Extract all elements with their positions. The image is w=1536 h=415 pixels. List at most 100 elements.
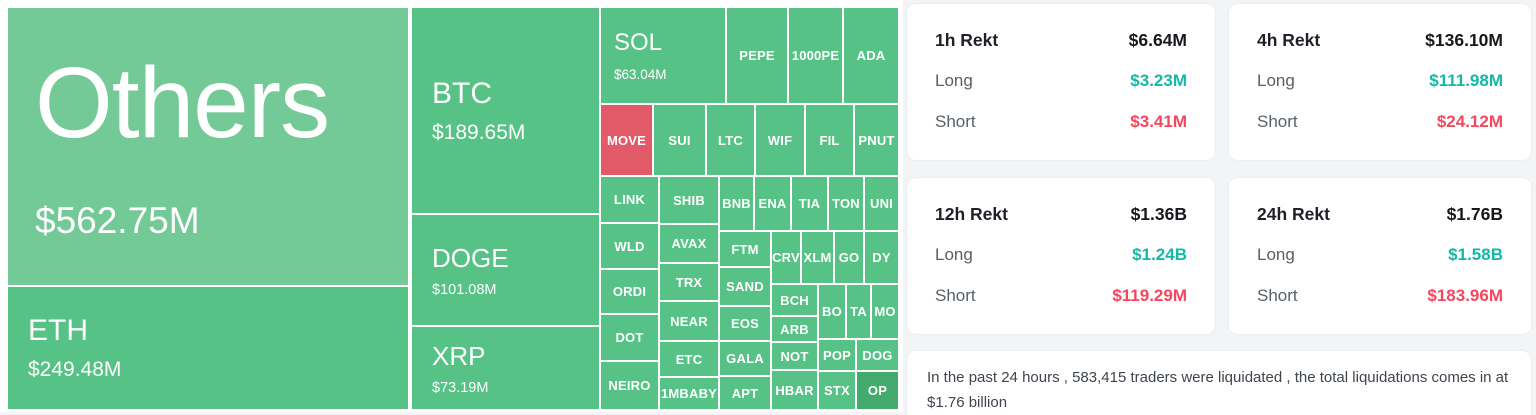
cell-symbol: ETC xyxy=(675,351,703,367)
long-row: Long $1.58B xyxy=(1257,244,1503,266)
treemap-cell-1000pe[interactable]: 1000PE xyxy=(789,8,842,103)
cell-symbol: NEAR xyxy=(670,313,708,329)
treemap-cell-tia[interactable]: TIA xyxy=(792,177,827,230)
treemap-cell-wif[interactable]: WIF xyxy=(756,105,804,175)
treemap-cell-bnb[interactable]: BNB xyxy=(720,177,753,230)
treemap-cell-bo[interactable]: BO xyxy=(819,285,845,338)
treemap-cell-avax[interactable]: AVAX xyxy=(660,225,718,262)
cell-symbol: TON xyxy=(832,196,860,211)
cell-symbol: NOT xyxy=(780,348,809,364)
cell-symbol: DOG xyxy=(862,347,893,363)
short-value: $119.29M xyxy=(1112,286,1187,305)
treemap-cell-ena[interactable]: ENA xyxy=(755,177,790,230)
treemap-cell-mo[interactable]: MO xyxy=(872,285,898,338)
treemap-cell-go[interactable]: GO xyxy=(835,232,863,283)
treemap-cell-crv[interactable]: CRV xyxy=(772,232,800,283)
treemap-cell-pepe[interactable]: PEPE xyxy=(727,8,787,103)
treemap-cell-ta[interactable]: TA xyxy=(847,285,870,338)
short-value: $24.12M xyxy=(1436,112,1503,131)
treemap-cell-ltc[interactable]: LTC xyxy=(707,105,754,175)
treemap-cell-doge[interactable]: DOGE $101.08M xyxy=(412,215,599,325)
treemap-cell-dy[interactable]: DY xyxy=(865,232,898,283)
rekt-card-header: 1h Rekt $6.64M xyxy=(935,29,1187,51)
short-row: Short $24.12M xyxy=(1257,111,1503,133)
treemap-cell-stx[interactable]: STX xyxy=(819,372,855,409)
short-row: Short $119.29M xyxy=(935,285,1187,307)
treemap-cell-sol[interactable]: SOL $63.04M xyxy=(601,8,725,103)
long-value: $111.98M xyxy=(1429,71,1503,90)
treemap-cell-link[interactable]: LINK xyxy=(601,177,658,222)
cell-symbol: SHIB xyxy=(673,192,705,208)
cell-symbol: LINK xyxy=(613,192,646,207)
cell-symbol: GALA xyxy=(726,351,764,366)
treemap-cell-etc[interactable]: ETC xyxy=(660,342,718,376)
cell-symbol: HBAR xyxy=(775,382,814,398)
treemap-cell-neiro[interactable]: NEIRO xyxy=(601,362,658,409)
cell-symbol: MOVE xyxy=(606,132,647,148)
treemap-cell-dog[interactable]: DOG xyxy=(857,340,898,370)
treemap-cell-eth[interactable]: ETH $249.48M xyxy=(8,287,408,409)
treemap-cell-hbar[interactable]: HBAR xyxy=(772,371,817,409)
cell-symbol: BO xyxy=(822,304,842,319)
cell-value: $249.48M xyxy=(28,358,122,381)
long-label: Long xyxy=(935,245,973,264)
treemap-cell-not[interactable]: NOT xyxy=(772,343,817,369)
cell-symbol: GO xyxy=(838,250,860,265)
treemap-cell-xlm[interactable]: XLM xyxy=(802,232,833,283)
cell-value: $562.75M xyxy=(35,199,200,241)
treemap-cell-near[interactable]: NEAR xyxy=(660,302,718,340)
treemap-cell-ton[interactable]: TON xyxy=(829,177,863,230)
treemap-cell-1mbaby[interactable]: 1MBABY xyxy=(660,378,718,409)
cell-symbol: 1000PE xyxy=(791,48,840,63)
rekt-card-header: 4h Rekt $136.10M xyxy=(1257,29,1503,51)
liquidation-treemap: Others $562.75M ETH $249.48M BTC $189.65M DOGE… xyxy=(0,0,903,412)
treemap-cell-arb[interactable]: ARB xyxy=(772,317,817,341)
treemap-cell-btc[interactable]: BTC $189.65M xyxy=(412,8,599,213)
treemap-cell-uni[interactable]: UNI xyxy=(865,177,898,230)
treemap-cell-ftm[interactable]: FTM xyxy=(720,232,770,266)
cell-symbol: BNB xyxy=(722,196,751,211)
cell-symbol: ORDI xyxy=(612,284,647,299)
treemap-cell-others[interactable]: Others $562.75M xyxy=(8,8,408,285)
rekt-card-12h: 12h Rekt $1.36B Long $1.24B Short $119.2… xyxy=(906,177,1216,335)
long-label: Long xyxy=(935,71,973,90)
short-label: Short xyxy=(935,286,976,305)
rekt-card-header: 12h Rekt $1.36B xyxy=(935,203,1187,225)
treemap-cell-fil[interactable]: FIL xyxy=(806,105,853,175)
treemap-cell-apt[interactable]: APT xyxy=(720,377,770,409)
cell-symbol: ENA xyxy=(758,196,787,211)
treemap-cell-ordi[interactable]: ORDI xyxy=(601,270,658,313)
cell-symbol: ETH xyxy=(28,314,88,347)
treemap-cell-bch[interactable]: BCH xyxy=(772,285,817,315)
cell-symbol: SAND xyxy=(726,279,764,294)
treemap-cell-wld[interactable]: WLD xyxy=(601,224,658,268)
long-value: $3.23M xyxy=(1130,71,1187,90)
cell-symbol: TIA xyxy=(798,196,821,211)
cell-symbol: FIL xyxy=(819,132,840,148)
treemap-cell-xrp[interactable]: XRP $73.19M xyxy=(412,327,599,409)
short-value: $183.96M xyxy=(1427,286,1503,305)
cell-symbol: BCH xyxy=(780,292,809,308)
treemap-cell-sand[interactable]: SAND xyxy=(720,268,770,305)
cell-symbol: MO xyxy=(874,304,896,319)
treemap-cell-op[interactable]: OP xyxy=(857,372,898,409)
treemap-cell-pnut[interactable]: PNUT xyxy=(855,105,898,175)
treemap-cell-eos[interactable]: EOS xyxy=(720,307,770,340)
cell-symbol: ADA xyxy=(856,48,886,63)
treemap-cell-move[interactable]: MOVE xyxy=(601,105,652,175)
treemap-cell-trx[interactable]: TRX xyxy=(660,264,718,300)
short-row: Short $183.96M xyxy=(1257,285,1503,307)
liquidation-summary-text: In the past 24 hours , 583,415 traders w… xyxy=(927,369,1509,411)
treemap-cell-gala[interactable]: GALA xyxy=(720,342,770,375)
treemap-cell-ada[interactable]: ADA xyxy=(844,8,898,103)
cell-symbol: FTM xyxy=(731,241,759,257)
cell-symbol: CRV xyxy=(772,250,800,265)
treemap-cell-shib[interactable]: SHIB xyxy=(660,177,718,223)
treemap-cell-sui[interactable]: SUI xyxy=(654,105,705,175)
treemap-cell-dot[interactable]: DOT xyxy=(601,315,658,360)
cell-symbol: SUI xyxy=(668,132,691,148)
long-row: Long $3.23M xyxy=(935,70,1187,92)
treemap-cell-pop[interactable]: POP xyxy=(819,340,855,370)
cell-symbol: PNUT xyxy=(858,132,895,148)
cell-symbol: STX xyxy=(824,383,850,398)
